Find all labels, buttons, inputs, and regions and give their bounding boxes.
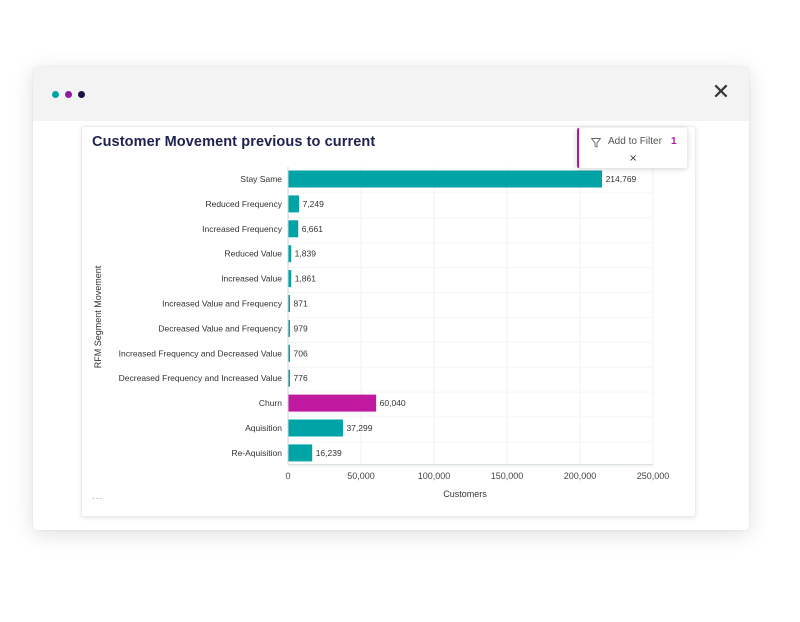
value-label: 214,769 bbox=[606, 174, 637, 184]
category-label: Re-Aquisition bbox=[231, 448, 282, 458]
category-label: Churn bbox=[259, 398, 282, 408]
add-to-filter-popup[interactable]: Add to Filter 1 × bbox=[577, 128, 687, 168]
bar bbox=[288, 319, 290, 337]
value-label: 16,239 bbox=[316, 448, 342, 458]
chart-title: Customer Movement previous to current bbox=[92, 134, 376, 150]
category-label: Decreased Value and Frequency bbox=[158, 323, 282, 333]
bar bbox=[288, 419, 343, 437]
bar-chart: Stay Same 214,769 Reduced Frequency 7,249 In… bbox=[93, 167, 670, 499]
bar bbox=[288, 245, 292, 263]
value-label: 60,040 bbox=[380, 398, 406, 408]
y-axis-title: RFM Segment Movement bbox=[93, 265, 103, 368]
category-label: Reduced Value bbox=[225, 249, 283, 259]
title-bar: ✕ bbox=[33, 67, 749, 121]
bar bbox=[288, 220, 299, 238]
value-label: 7,249 bbox=[303, 199, 325, 209]
x-tick-label: 0 bbox=[285, 471, 290, 481]
value-label: 1,861 bbox=[295, 274, 317, 284]
add-to-filter-button[interactable]: Add to Filter bbox=[608, 136, 662, 147]
bar bbox=[288, 394, 377, 412]
bar bbox=[288, 195, 300, 213]
x-tick-label: 150,000 bbox=[491, 471, 524, 481]
x-axis-title: Customers bbox=[443, 489, 487, 499]
close-icon[interactable]: ✕ bbox=[711, 80, 731, 105]
clear-filter-icon[interactable]: × bbox=[629, 153, 638, 164]
value-label: 37,299 bbox=[346, 423, 372, 433]
category-label: Increased Frequency and Decreased Value bbox=[119, 348, 283, 358]
category-label: Increased Value and Frequency bbox=[162, 299, 283, 309]
bar bbox=[288, 369, 290, 387]
x-tick-label: 200,000 bbox=[564, 471, 597, 481]
value-label: 6,661 bbox=[302, 224, 324, 234]
value-label: 776 bbox=[294, 373, 308, 383]
filter-icon bbox=[591, 138, 601, 148]
value-label: 979 bbox=[294, 323, 308, 333]
category-label: Stay Same bbox=[240, 174, 282, 184]
chart-card: Customer Movement previous to current St… bbox=[81, 126, 696, 517]
bar bbox=[288, 444, 313, 462]
window-dot-navy bbox=[78, 91, 85, 98]
x-tick-label: 50,000 bbox=[347, 471, 375, 481]
bar bbox=[288, 170, 603, 188]
window-dot-purple bbox=[65, 91, 72, 98]
category-label: Increased Frequency bbox=[202, 224, 283, 234]
x-tick-label: 100,000 bbox=[418, 471, 451, 481]
app-window: ✕ Customer Movement previous to current … bbox=[33, 67, 749, 530]
category-label: Increased Value bbox=[221, 274, 282, 284]
category-label: Aquisition bbox=[245, 423, 282, 433]
category-label: Decreased Frequency and Increased Value bbox=[119, 373, 283, 383]
filter-count-badge: 1 bbox=[671, 136, 677, 147]
value-label: 706 bbox=[294, 348, 308, 358]
more-options-icon[interactable]: ... bbox=[92, 491, 104, 502]
x-tick-label: 250,000 bbox=[637, 471, 670, 481]
bar bbox=[288, 295, 290, 312]
value-label: 1,839 bbox=[295, 249, 317, 259]
bar bbox=[288, 270, 292, 288]
category-label: Reduced Frequency bbox=[205, 199, 282, 209]
value-label: 871 bbox=[294, 299, 308, 309]
window-dot-teal bbox=[52, 91, 59, 98]
bar bbox=[288, 344, 290, 362]
